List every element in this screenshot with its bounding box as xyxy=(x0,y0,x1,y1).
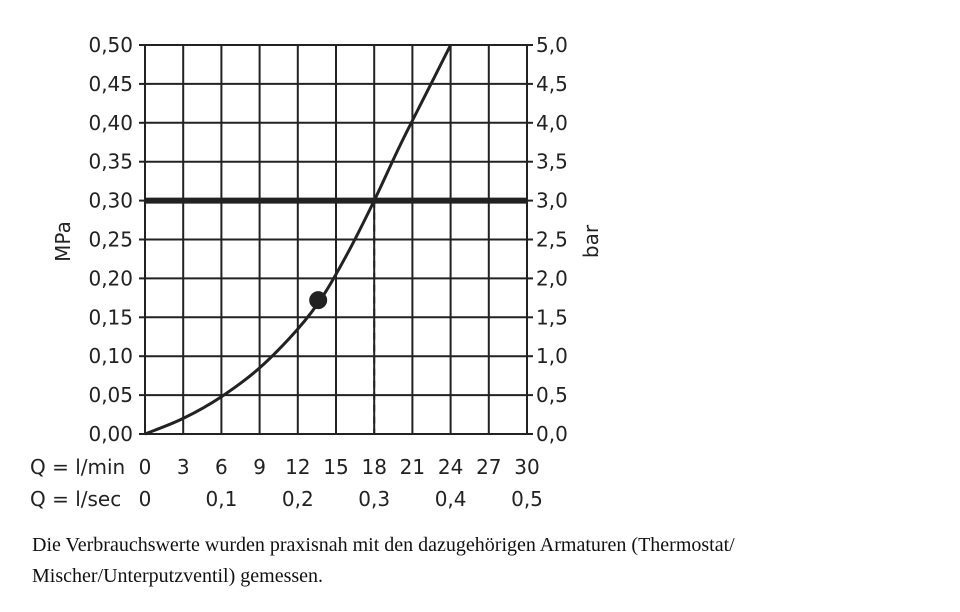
left-tick-label-10: 0,50 xyxy=(88,33,133,57)
right-tick-label-10: 5,0 xyxy=(536,33,568,57)
x-lpm-tick-label-3: 9 xyxy=(253,455,266,479)
x-lps-tick-label-0: 0 xyxy=(139,487,152,511)
right-tick-label-5: 2,5 xyxy=(536,228,568,252)
x-lpm-tick-label-10: 30 xyxy=(514,455,539,479)
x-lpm-tick-label-2: 6 xyxy=(215,455,228,479)
x-lps-tick-label-5: 0,5 xyxy=(511,487,543,511)
x-lps-tick-label-4: 0,4 xyxy=(435,487,467,511)
right-tick-label-2: 1,0 xyxy=(536,344,568,368)
left-tick-label-4: 0,20 xyxy=(88,266,133,290)
left-tick-label-6: 0,30 xyxy=(88,189,133,213)
pressure-flow-chart: 0,000,050,100,150,200,250,300,350,400,45… xyxy=(30,33,603,511)
right-tick-label-8: 4,0 xyxy=(536,111,568,135)
x-axis-lps-label: Q = l/sec xyxy=(30,487,121,511)
left-axis-label: MPa xyxy=(51,221,75,262)
left-tick-label-8: 0,40 xyxy=(88,111,133,135)
left-tick-label-3: 0,15 xyxy=(88,305,133,329)
right-tick-label-1: 0,5 xyxy=(536,383,568,407)
chart-labels: 0,000,050,100,150,200,250,300,350,400,45… xyxy=(30,33,603,511)
x-lpm-tick-label-5: 15 xyxy=(323,455,348,479)
right-axis-label: bar xyxy=(579,224,603,258)
x-lpm-tick-label-6: 18 xyxy=(361,455,386,479)
x-lps-tick-label-2: 0,2 xyxy=(282,487,314,511)
right-tick-label-6: 3,0 xyxy=(536,189,568,213)
chart-grid xyxy=(139,44,533,435)
right-tick-label-9: 4,5 xyxy=(536,72,568,96)
right-tick-label-0: 0,0 xyxy=(536,422,568,446)
left-tick-label-2: 0,10 xyxy=(88,344,133,368)
left-tick-label-7: 0,35 xyxy=(88,150,133,174)
left-tick-label-5: 0,25 xyxy=(88,228,133,252)
x-axis-lpm-label: Q = l/min xyxy=(30,455,125,479)
right-tick-label-3: 1,5 xyxy=(536,305,568,329)
x-lps-tick-label-1: 0,1 xyxy=(205,487,237,511)
right-tick-label-4: 2,0 xyxy=(536,266,568,290)
left-tick-label-0: 0,00 xyxy=(88,422,133,446)
chart-marks xyxy=(144,44,527,436)
left-tick-label-1: 0,05 xyxy=(88,383,133,407)
operating-point-marker xyxy=(309,291,328,310)
x-lpm-tick-label-4: 12 xyxy=(285,455,310,479)
right-tick-label-7: 3,5 xyxy=(536,150,568,174)
measurement-caption: Die Verbrauchswerte wurden praxisnah mit… xyxy=(32,534,735,587)
left-tick-label-9: 0,45 xyxy=(88,72,133,96)
x-lpm-tick-label-1: 3 xyxy=(177,455,190,479)
x-lpm-tick-label-8: 24 xyxy=(438,455,463,479)
x-lpm-tick-label-0: 0 xyxy=(139,455,152,479)
x-lpm-tick-label-7: 21 xyxy=(400,455,425,479)
x-lps-tick-label-3: 0,3 xyxy=(358,487,390,511)
x-lpm-tick-label-9: 27 xyxy=(476,455,501,479)
